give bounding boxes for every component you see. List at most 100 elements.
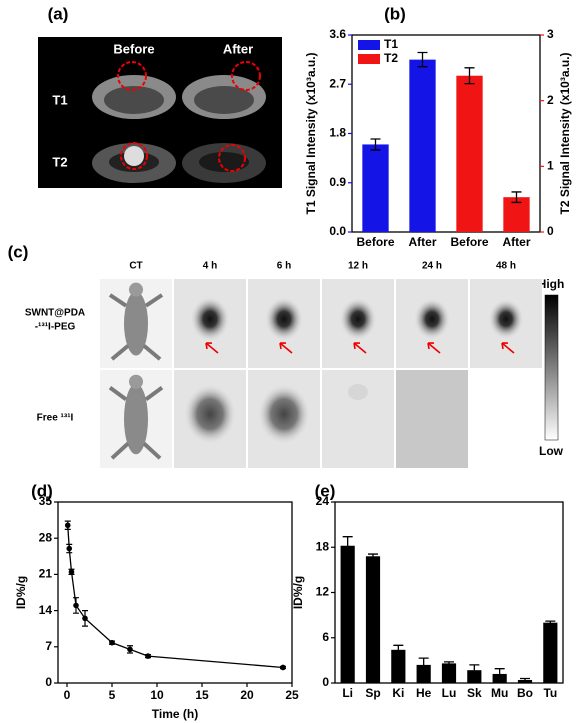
point [66,545,73,552]
y-tick-label: 0.9 [329,175,346,189]
bar [543,622,558,683]
x-tick-label: After [502,235,530,249]
uptake-spot [339,297,377,341]
y-tick-label: 35 [39,494,53,508]
x-tick-label: Before [450,235,488,249]
error-bar [444,661,454,666]
uptake-spot [414,298,450,340]
y2-tick-label: 3 [547,27,554,41]
y-tick-label: 0 [322,675,329,689]
panel-label: (a) [48,4,69,23]
plot-frame [57,501,293,684]
mri-slice [104,86,164,114]
point [68,569,75,575]
roi-circle [117,61,147,91]
bar [409,59,436,232]
error-bar [368,553,378,560]
y-tick-label: 0 [45,675,52,689]
y-tick-label: 24 [316,494,330,508]
arrow [501,342,515,354]
mri-slice [199,152,249,172]
error-bar [417,51,428,68]
error-bar [464,67,475,85]
error-bar [393,644,404,655]
x-tick-label: Before [356,235,394,249]
y2-tick-label: 2 [547,93,554,107]
y-tick-label: 3.6 [329,27,346,41]
column-label: 12 h [348,261,368,272]
y-axis-label: ID%/g [14,576,28,609]
y-tick-label: 12 [316,585,330,599]
arrow [205,342,219,354]
column-label: CT [129,261,142,272]
y-tick-label: 2.7 [329,76,346,90]
panel-label: (e) [315,481,336,500]
ct-limbs [108,386,164,460]
point [127,646,133,653]
y2-axis-label: T2 Signal Intensity (x10³a.u.) [558,52,572,214]
x-tick-label: After [408,235,436,249]
roi-circle [218,144,246,172]
arrow [353,342,367,354]
bar [456,75,483,232]
legend-label: T2 [384,51,398,65]
y-tick-label: 0.0 [329,224,346,238]
row-label: Free ¹³¹I [37,413,74,424]
x-tick-label: Mu [491,686,508,700]
bar [365,556,381,683]
arrow [279,342,293,354]
row-label: T2 [52,154,67,169]
bar [391,649,406,683]
arrow [427,342,441,354]
ct-body [124,291,148,356]
point [280,664,286,671]
mri-panel: Before After T1 T2 [38,37,282,188]
y-axis-label: ID%/g [291,576,305,609]
tumor [124,146,144,166]
error-bar [342,536,353,556]
y-axis-label: T1 Signal Intensity (x10³a.u.) [304,52,318,214]
colorbar [544,294,559,441]
column-label: 48 h [496,261,516,272]
roi-circle [120,142,148,170]
ct-limbs [108,293,164,361]
bar [467,670,482,683]
x-tick-label: Sk [467,686,482,700]
error-bar [494,668,505,680]
point [64,522,71,529]
colorbar-label: High [538,277,565,291]
x-tick-label: He [416,686,432,700]
y2-tick-label: 0 [547,224,554,238]
column-label: 6 h [277,261,291,272]
y-tick-label: 28 [39,530,53,544]
y-tick-label: 18 [316,539,330,553]
column-label: 24 h [422,261,442,272]
spect-panel: High Low SWNT@PDA -¹³¹I-PEG Free ¹³¹I CT… [25,261,564,468]
legend-swatch [358,40,380,50]
legend-swatch [358,54,380,64]
image-cell [396,370,468,468]
panel-label: (d) [31,481,53,500]
panel-label: (c) [8,242,29,261]
x-tick-label: 0 [64,688,71,702]
x-tick-label: 5 [109,688,116,702]
y2-tick-label: 1 [547,159,554,173]
uptake-spot [184,384,236,444]
x-tick-label: Li [342,686,353,700]
panel-label: (b) [384,4,406,23]
x-tick-label: 25 [285,688,299,702]
uptake-spot [190,296,230,342]
y-tick-label: 7 [45,639,52,653]
bar [441,663,457,683]
bar [416,664,431,683]
y-tick-label: 21 [39,567,53,581]
point [82,615,88,622]
error-bar [545,620,556,625]
x-axis-label: Time (h) [152,707,198,721]
legend-label: T1 [384,37,398,51]
mri-slice [194,86,254,114]
x-tick-label: 20 [240,688,254,702]
fit-line [67,525,284,669]
uptake-spot [258,384,310,444]
